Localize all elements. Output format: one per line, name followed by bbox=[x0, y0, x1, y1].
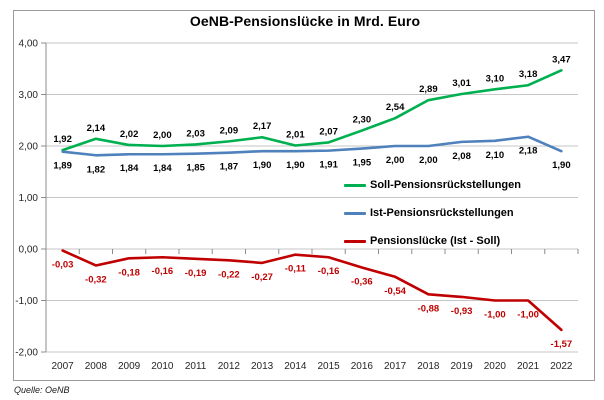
data-label: -0,03 bbox=[52, 260, 74, 271]
y-axis-tick-label: 1,00 bbox=[19, 193, 39, 204]
data-label: 1,84 bbox=[120, 163, 139, 174]
source-note: Quelle: OeNB bbox=[14, 385, 70, 395]
x-axis-label: 2015 bbox=[318, 361, 341, 372]
data-label: 3,47 bbox=[552, 54, 571, 65]
data-label: 2,07 bbox=[319, 126, 338, 137]
x-axis-label: 2018 bbox=[417, 361, 440, 372]
luecke-line-marker-icon bbox=[344, 239, 366, 243]
data-label: -0,19 bbox=[185, 268, 207, 279]
chart-title: OeNB-Pensionslücke in Mrd. Euro bbox=[189, 13, 421, 29]
x-axis-label: 2021 bbox=[517, 361, 540, 372]
data-label: -0,36 bbox=[351, 277, 373, 288]
data-label: 1,82 bbox=[87, 164, 106, 175]
y-axis-tick-label: 0,00 bbox=[19, 245, 39, 256]
x-axis-label: 2019 bbox=[451, 361, 474, 372]
x-axis-label: 2007 bbox=[52, 361, 75, 372]
data-label: 2,01 bbox=[286, 129, 305, 140]
x-axis-label: 2010 bbox=[151, 361, 174, 372]
data-label: -0,54 bbox=[384, 286, 406, 297]
data-label: 1,85 bbox=[186, 163, 205, 174]
data-label: -0,18 bbox=[118, 267, 140, 278]
x-axis-label: 2009 bbox=[118, 361, 141, 372]
data-label: 1,95 bbox=[353, 158, 372, 169]
x-axis-label: 2008 bbox=[85, 361, 108, 372]
series-line bbox=[61, 68, 563, 152]
y-axis-tick-label: -2,00 bbox=[15, 348, 38, 359]
x-axis-label: 2017 bbox=[384, 361, 407, 372]
data-label: 1,87 bbox=[220, 162, 239, 173]
data-label: 2,17 bbox=[253, 121, 272, 132]
data-label: 2,00 bbox=[419, 155, 438, 166]
chart-border bbox=[13, 10, 595, 381]
data-label: -1,00 bbox=[484, 310, 506, 321]
data-label: 2,09 bbox=[220, 125, 239, 136]
data-label: 2,18 bbox=[519, 146, 538, 157]
data-label: 3,10 bbox=[486, 73, 505, 84]
data-label: 3,18 bbox=[519, 69, 538, 80]
data-label: 1,90 bbox=[253, 160, 272, 171]
data-label: 1,92 bbox=[53, 134, 72, 145]
data-label: -1,57 bbox=[551, 339, 573, 350]
data-label: 2,54 bbox=[386, 102, 405, 113]
data-label: 2,08 bbox=[452, 151, 471, 162]
x-axis-label: 2016 bbox=[351, 361, 374, 372]
y-axis-tick-label: 3,00 bbox=[19, 90, 39, 101]
data-label: 2,89 bbox=[419, 84, 438, 95]
data-label: -0,93 bbox=[451, 306, 473, 317]
data-label: 2,02 bbox=[120, 129, 139, 140]
data-label: 1,90 bbox=[552, 160, 571, 171]
legend-label-ist: Ist-Pensionsrückstellungen bbox=[370, 207, 514, 219]
data-label: 1,90 bbox=[286, 160, 305, 171]
data-label: 1,89 bbox=[53, 161, 72, 172]
data-label: -0,88 bbox=[418, 303, 440, 314]
series-line bbox=[61, 135, 563, 157]
data-label: 3,01 bbox=[452, 78, 471, 89]
legend-label-soll: Soll-Pensionsrückstellungen bbox=[370, 179, 521, 191]
data-label: 2,30 bbox=[353, 115, 372, 126]
data-label: 2,00 bbox=[153, 130, 172, 141]
data-label: 1,91 bbox=[319, 160, 338, 171]
legend-item-ist: Ist-Pensionsrückstellungen bbox=[344, 203, 521, 223]
data-label: -0,27 bbox=[251, 272, 273, 283]
ist-line-marker-icon bbox=[344, 211, 366, 215]
legend-label-luecke: Pensionslücke (Ist - Soll) bbox=[370, 235, 501, 247]
data-label: -0,11 bbox=[285, 264, 307, 275]
x-axis-label: 2012 bbox=[218, 361, 241, 372]
data-label: 2,00 bbox=[386, 155, 405, 166]
data-label: -0,16 bbox=[318, 266, 340, 277]
data-label: -0,32 bbox=[85, 274, 107, 285]
legend-item-soll: Soll-Pensionsrückstellungen bbox=[344, 175, 521, 195]
soll-line-marker-icon bbox=[344, 183, 366, 187]
series-line bbox=[61, 249, 563, 332]
data-label: -0,16 bbox=[152, 266, 174, 277]
x-axis-label: 2013 bbox=[251, 361, 274, 372]
data-label: 1,84 bbox=[153, 163, 172, 174]
data-label: -1,00 bbox=[517, 310, 539, 321]
data-label: 2,14 bbox=[87, 123, 106, 134]
chart-legend: Soll-Pensionsrückstellungen Ist-Pensions… bbox=[344, 175, 521, 259]
y-axis-tick-label: 4,00 bbox=[19, 39, 39, 50]
x-axis-label: 2020 bbox=[484, 361, 507, 372]
y-axis-tick-label: -1,00 bbox=[15, 296, 38, 307]
x-axis-label: 2011 bbox=[185, 361, 207, 372]
y-axis-tick-label: 2,00 bbox=[19, 142, 39, 153]
data-label: -0,22 bbox=[218, 269, 240, 280]
legend-item-luecke: Pensionslücke (Ist - Soll) bbox=[344, 231, 521, 251]
data-label: 2,03 bbox=[186, 128, 205, 139]
data-label: 2,10 bbox=[486, 150, 505, 161]
x-axis-label: 2014 bbox=[284, 361, 307, 372]
x-axis-label: 2022 bbox=[550, 361, 573, 372]
